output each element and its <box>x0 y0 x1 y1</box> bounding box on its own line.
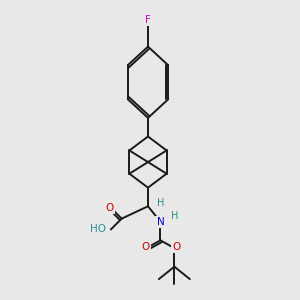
Text: O: O <box>106 203 114 213</box>
Text: F: F <box>145 15 151 25</box>
Text: O: O <box>141 242 150 252</box>
Text: HO: HO <box>90 224 106 235</box>
Text: H: H <box>157 198 164 208</box>
Text: N: N <box>157 217 164 227</box>
Text: O: O <box>172 242 181 252</box>
Text: H: H <box>171 211 178 220</box>
